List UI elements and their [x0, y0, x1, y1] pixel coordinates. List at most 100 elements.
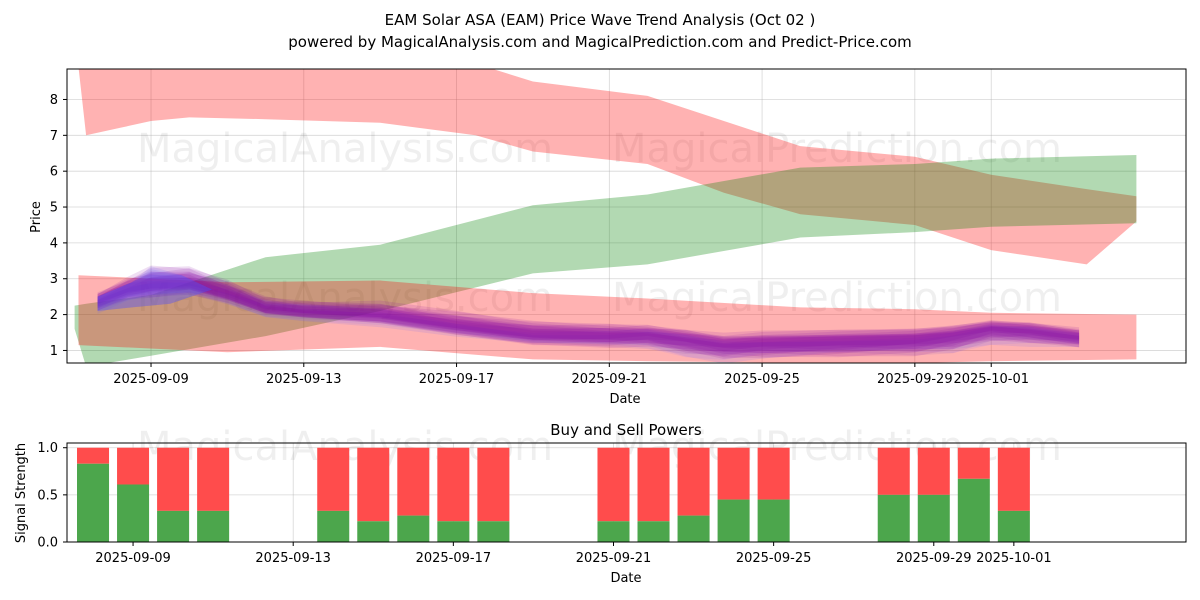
lower-red-band	[78, 275, 1137, 363]
signal-y-tick-label: 0.0	[37, 536, 58, 551]
price-x-tick-label: 2025-09-21	[572, 372, 648, 387]
price-watermarks: MagicalAnalysis.com MagicalPrediction.com…	[137, 126, 1062, 321]
price-panel: MagicalAnalysis.com MagicalPrediction.com…	[29, 68, 1187, 407]
sell-bar	[677, 447, 710, 516]
buy-bar	[597, 521, 630, 542]
signal-x-tick-label: 2025-09-21	[576, 551, 652, 566]
price-y-tick-label: 6	[50, 165, 58, 180]
sell-bar	[637, 447, 670, 522]
buy-bar	[197, 510, 230, 542]
price-waves	[97, 265, 1080, 363]
price-axes-frame	[66, 68, 1187, 364]
price-y-tick-label: 7	[50, 129, 58, 144]
signal-x-ticks: 2025-09-09 2025-09-13 2025-09-17 2025-09-21…	[95, 542, 1052, 566]
buy-bar	[157, 510, 190, 542]
signal-y-tick-label: 1.0	[37, 441, 58, 456]
sell-bar	[597, 447, 630, 522]
signal-x-tick-label: 2025-09-17	[416, 551, 492, 566]
buy-bar	[997, 510, 1030, 542]
price-y-tick-label: 1	[50, 344, 58, 359]
buy-bar	[957, 478, 990, 542]
sell-bar	[997, 447, 1030, 511]
buy-bar	[917, 494, 950, 542]
buy-bar	[117, 484, 150, 542]
buy-bar	[317, 510, 350, 542]
wave-band	[97, 271, 1080, 358]
price-x-ticks: 2025-09-09 2025-09-13 2025-09-17 2025-09-21…	[113, 363, 1029, 387]
sell-bar	[757, 447, 790, 500]
sell-bar	[317, 447, 350, 511]
price-y-tick-label: 5	[50, 201, 58, 216]
wave-band	[97, 268, 1080, 352]
watermark-text: MagicalPrediction.com	[612, 126, 1062, 172]
wave-band	[97, 274, 1080, 359]
price-y-label: Price	[29, 201, 44, 233]
price-y-tick-label: 2	[50, 308, 58, 323]
price-x-tick-label: 2025-09-25	[724, 372, 800, 387]
price-x-tick-label: 2025-09-09	[113, 372, 189, 387]
signal-title: Buy and Sell Powers	[550, 421, 702, 439]
wave-band	[97, 271, 1080, 359]
watermark-text: MagicalAnalysis.com	[137, 275, 553, 321]
chart-title: EAM Solar ASA (EAM) Price Wave Trend Ana…	[385, 11, 816, 29]
signal-panel: Buy and Sell Powers MagicalAnalysis.com M…	[14, 421, 1187, 586]
sell-bar	[957, 447, 990, 479]
buy-bar	[77, 463, 110, 542]
wave-band	[97, 272, 1080, 357]
signal-x-tick-label: 2025-09-09	[95, 551, 171, 566]
sell-bar	[917, 447, 950, 495]
sell-bar	[717, 447, 750, 500]
wave-band	[97, 265, 1080, 354]
green-band	[74, 155, 1137, 363]
signal-x-tick-label: 2025-09-13	[255, 551, 331, 566]
buy-bar	[877, 494, 910, 542]
signal-y-ticks: 0.0 0.5 1.0	[37, 441, 67, 551]
wave-peak	[97, 271, 213, 311]
buy-bar	[677, 515, 710, 542]
signal-axes-frame	[66, 442, 1187, 543]
buy-bar	[757, 499, 790, 542]
wave-band	[97, 277, 1080, 357]
price-x-tick-label: 2025-10-01	[953, 372, 1029, 387]
upper-red-band	[78, 69, 1137, 265]
sell-bar	[157, 447, 190, 511]
price-x-label: Date	[609, 392, 640, 407]
wave-band	[97, 273, 1080, 352]
price-y-ticks: 1 2 3 4 5 6 7 8	[50, 93, 67, 359]
buy-bar	[717, 499, 750, 542]
wave-band	[97, 281, 1080, 363]
price-x-tick-label: 2025-09-29	[877, 372, 953, 387]
buy-bar	[437, 521, 470, 542]
price-x-tick-label: 2025-09-13	[266, 372, 342, 387]
price-x-tick-label: 2025-09-17	[419, 372, 495, 387]
sell-bar	[357, 447, 390, 522]
wave-band	[97, 276, 1080, 356]
chart-subtitle: powered by MagicalAnalysis.com and Magic…	[288, 33, 912, 51]
buy-bar	[397, 515, 430, 542]
sell-bar	[437, 447, 470, 522]
price-bands	[74, 69, 1137, 363]
watermark-text: MagicalAnalysis.com	[137, 126, 553, 172]
price-y-tick-label: 3	[50, 272, 58, 287]
signal-x-tick-label: 2025-09-29	[896, 551, 972, 566]
signal-y-tick-label: 0.5	[37, 488, 58, 503]
wave-peak	[97, 274, 213, 311]
signal-x-tick-label: 2025-09-25	[736, 551, 812, 566]
wave-peak	[97, 269, 213, 311]
sell-bar	[197, 447, 230, 511]
sell-bar	[397, 447, 430, 516]
sell-bar	[877, 447, 910, 495]
sell-bar	[117, 447, 150, 485]
wave-band	[97, 266, 1080, 353]
buy-bar	[637, 521, 670, 542]
buy-bar	[357, 521, 390, 542]
wave-peak	[97, 266, 213, 311]
sell-bar	[77, 447, 110, 464]
signal-bars	[77, 447, 1030, 542]
signal-x-label: Date	[610, 571, 641, 586]
buy-bar	[477, 521, 510, 542]
signal-y-label: Signal Strength	[14, 443, 29, 543]
sell-bar	[477, 447, 510, 522]
price-y-tick-label: 4	[50, 236, 58, 251]
